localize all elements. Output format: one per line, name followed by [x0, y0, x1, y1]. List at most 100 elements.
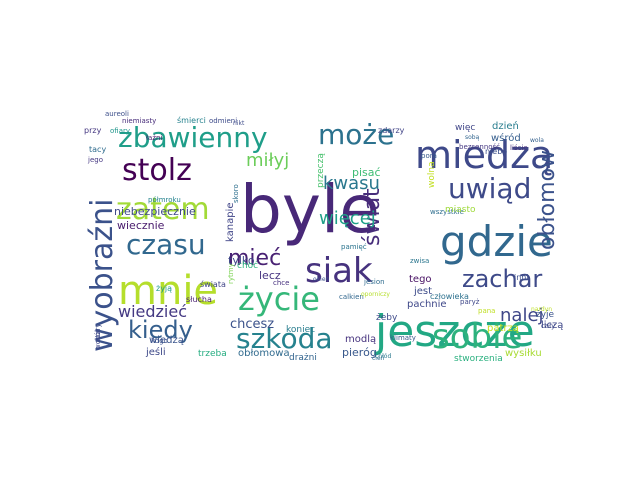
word-91: paryż — [460, 298, 480, 306]
word-39: modlą — [345, 334, 376, 345]
word-45: dzień — [492, 120, 519, 132]
word-44: więc — [455, 123, 475, 133]
word-40: tego — [409, 274, 432, 285]
word-42: pachnie — [407, 299, 447, 310]
word-29: niebezpiecznie — [114, 205, 196, 218]
word-61: odmieni — [209, 117, 237, 125]
word-82: nardyn — [531, 306, 552, 313]
word-6: siak — [305, 251, 373, 291]
word-56: żeby — [376, 313, 398, 323]
word-13: stolz — [122, 153, 192, 188]
word-24: więcej — [319, 208, 376, 229]
word-83: pamięć — [341, 243, 367, 251]
word-9: wyobraźni — [85, 198, 120, 352]
word-51: liczą — [541, 320, 563, 331]
word-75: liście — [510, 144, 528, 152]
word-25: nalej — [500, 305, 544, 326]
word-38: lecz — [259, 269, 281, 282]
word-65: łaźni — [146, 134, 162, 142]
word-59: śmierci — [177, 115, 206, 125]
word-96: stary — [94, 323, 102, 341]
word-80: pana — [478, 307, 495, 315]
word-95: żyją — [156, 284, 172, 293]
word-53: patrzą — [487, 323, 519, 334]
word-7: sobie — [432, 317, 522, 357]
word-2: gdzie — [440, 217, 553, 266]
word-62: przy — [84, 126, 102, 135]
word-57: koniec — [286, 325, 315, 335]
word-49: człowieka — [430, 292, 469, 301]
word-16: kiedy — [128, 316, 193, 344]
word-93: świata — [200, 279, 226, 289]
word-11: uwiąd — [448, 172, 531, 205]
word-74: bezsenność — [459, 143, 500, 151]
word-10: szkoda — [236, 322, 333, 355]
word-52: wysiłku — [505, 348, 542, 359]
word-28: pieróg — [342, 346, 377, 359]
word-48: pora — [421, 152, 437, 160]
word-18: świat — [360, 188, 385, 246]
word-27: chcesz — [230, 317, 274, 332]
word-85: chce — [273, 279, 289, 287]
word-5: miedzą — [415, 133, 553, 177]
word-4: mnie — [118, 268, 218, 314]
word-87: calkien — [339, 293, 364, 301]
word-47: niebo — [485, 147, 507, 156]
word-15: czasu — [126, 228, 206, 261]
word-60: niemiasty — [122, 117, 156, 125]
word-50: żyje — [536, 310, 555, 320]
word-66: tacy — [89, 145, 106, 154]
word-89: jesion — [363, 278, 385, 286]
word-19: obłomow — [535, 150, 560, 250]
word-81: cały — [541, 322, 555, 330]
word-67: jego — [87, 156, 103, 164]
word-32: jeśli — [145, 346, 166, 358]
word-78: nikt — [233, 120, 245, 127]
word-68: półmroku — [148, 196, 181, 204]
word-58: trzeba — [198, 349, 227, 359]
word-55: klimaty — [390, 334, 416, 342]
word-8: życie — [238, 280, 320, 318]
word-17: może — [318, 118, 394, 151]
word-43: zdarzy — [378, 126, 405, 135]
word-98: wokół — [94, 330, 102, 350]
word-41: jest — [413, 286, 432, 297]
word-73: miasto — [445, 205, 476, 215]
word-100: chłód — [375, 353, 391, 360]
word-12: zbawienny — [118, 121, 268, 154]
word-21: mieć — [228, 246, 281, 271]
word-97: kogo — [151, 337, 168, 345]
word-1: byle — [240, 171, 380, 248]
word-3: jeszcze — [374, 306, 535, 357]
word-34: drażni — [289, 353, 317, 363]
word-46: wśród — [491, 132, 521, 144]
word-76: wola — [530, 137, 544, 144]
word-36: kanapie — [225, 203, 236, 243]
word-79: inni — [514, 273, 529, 282]
word-63: aureoli — [105, 110, 129, 118]
word-37: pisać — [352, 166, 381, 179]
word-88: zwisa — [410, 257, 429, 265]
word-84: choć — [237, 260, 258, 271]
word-22: miłyj — [246, 150, 289, 171]
word-64: ofiary — [110, 127, 130, 135]
word-26: wiedzieć — [118, 302, 187, 321]
word-77: sobą — [465, 134, 480, 141]
word-72: wszystkie — [430, 208, 464, 216]
word-69: skoro — [232, 184, 240, 203]
word-35: tylko — [228, 254, 255, 267]
word-71: wolna — [427, 161, 437, 188]
word-14: zatem — [116, 192, 210, 227]
word-90: oporniczy — [361, 291, 390, 298]
word-92: cień — [372, 355, 385, 362]
word-20: zachar — [462, 265, 542, 293]
word-31: wiedzą — [149, 335, 184, 346]
word-86: okien — [313, 276, 330, 283]
word-94: słucha — [186, 295, 212, 304]
word-54: stworzenia — [454, 354, 503, 364]
word-33: obłomowa — [238, 348, 290, 359]
word-99: rytmy — [227, 263, 235, 284]
word-23: kwasu — [323, 173, 380, 194]
word-30: wiecznie — [117, 219, 165, 232]
